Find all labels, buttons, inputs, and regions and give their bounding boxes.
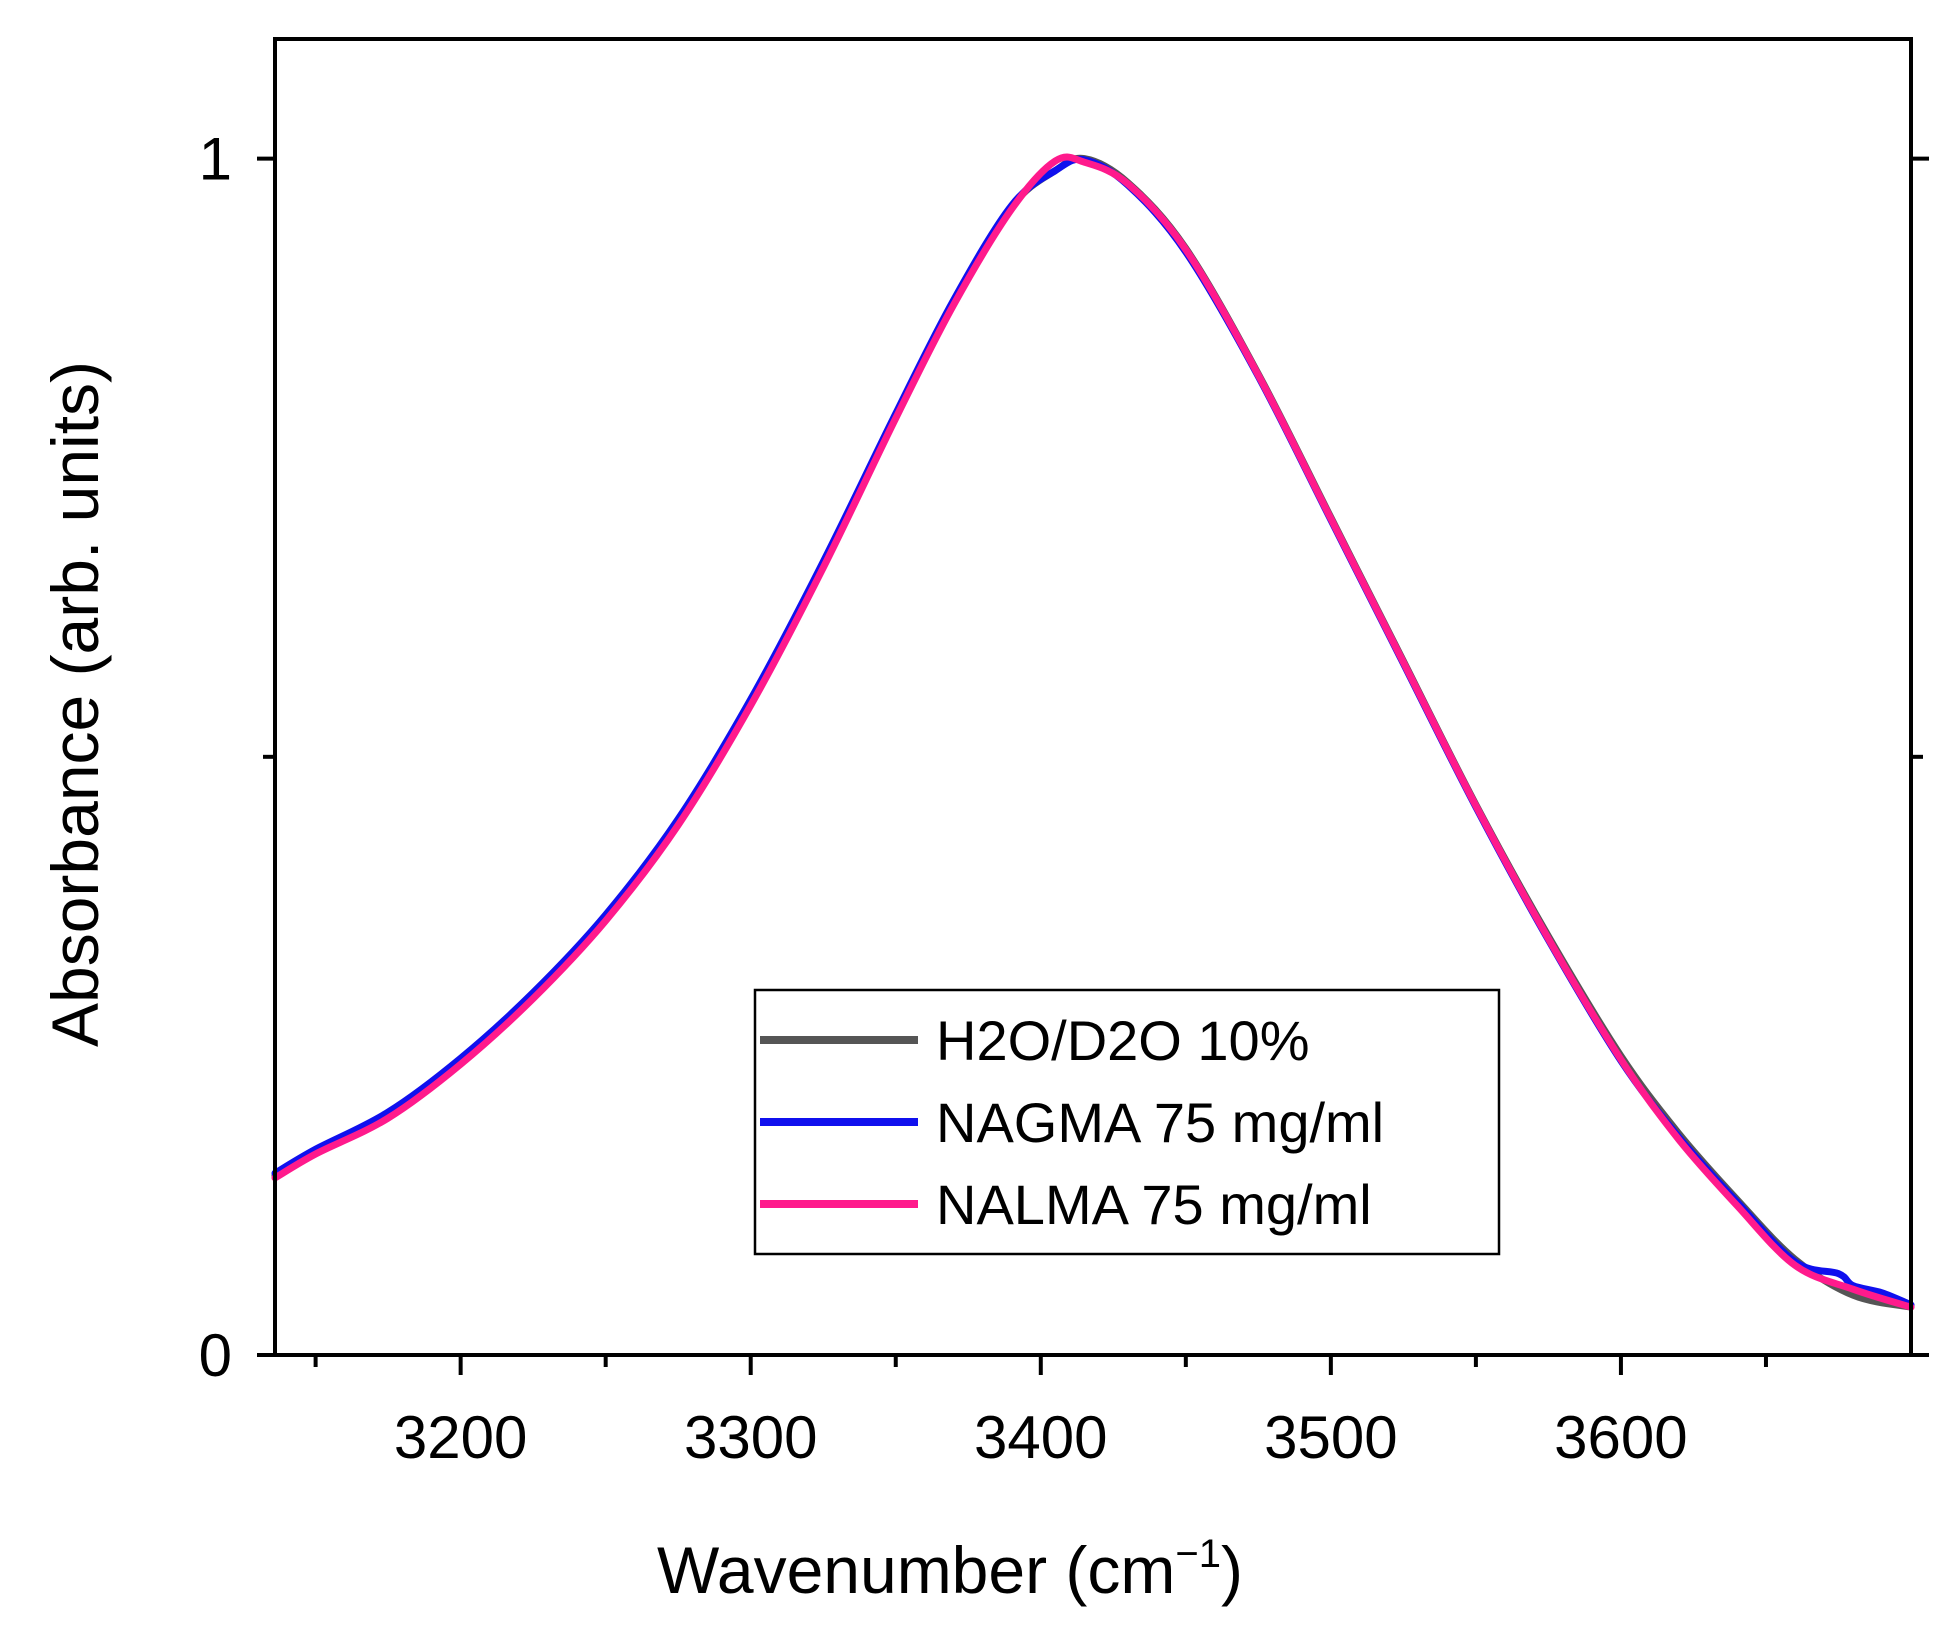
y-axis-title: Absorbance (arb. units) [38,361,112,1047]
legend: H2O/D2O 10% NAGMA 75 mg/ml NALMA 75 mg/ml [753,988,1501,1256]
x-tick-label: 3600 [1554,1404,1687,1471]
x-axis-title: Wavenumber (cm−1) [657,1532,1243,1607]
x-axis-title-superscript: −1 [1175,1532,1221,1576]
x-tick-label: 3300 [684,1404,817,1471]
legend-label-1: H2O/D2O 10% [936,1009,1310,1072]
series-line-3 [271,153,1915,1311]
x-axis-title-close: ) [1221,1533,1243,1607]
legend-label-3: NALMA 75 mg/ml [936,1173,1372,1236]
plot-frame [273,37,1913,1357]
legend-label-2: NAGMA 75 mg/ml [936,1091,1384,1154]
series-layer [271,153,1915,1311]
x-tick-label: 3400 [974,1404,1107,1471]
x-tick-label: 3200 [394,1404,527,1471]
x-axis-title-text: Wavenumber (cm [657,1533,1175,1607]
legend-items: H2O/D2O 10% NAGMA 75 mg/ml NALMA 75 mg/ml [760,1009,1384,1236]
y-tick-label: 0 [199,1322,232,1389]
y-tick-label: 1 [199,126,232,193]
x-tick-label: 3500 [1264,1404,1397,1471]
ticks-layer: 3200 3300 3400 3500 3600 0 1 [199,126,1929,1471]
